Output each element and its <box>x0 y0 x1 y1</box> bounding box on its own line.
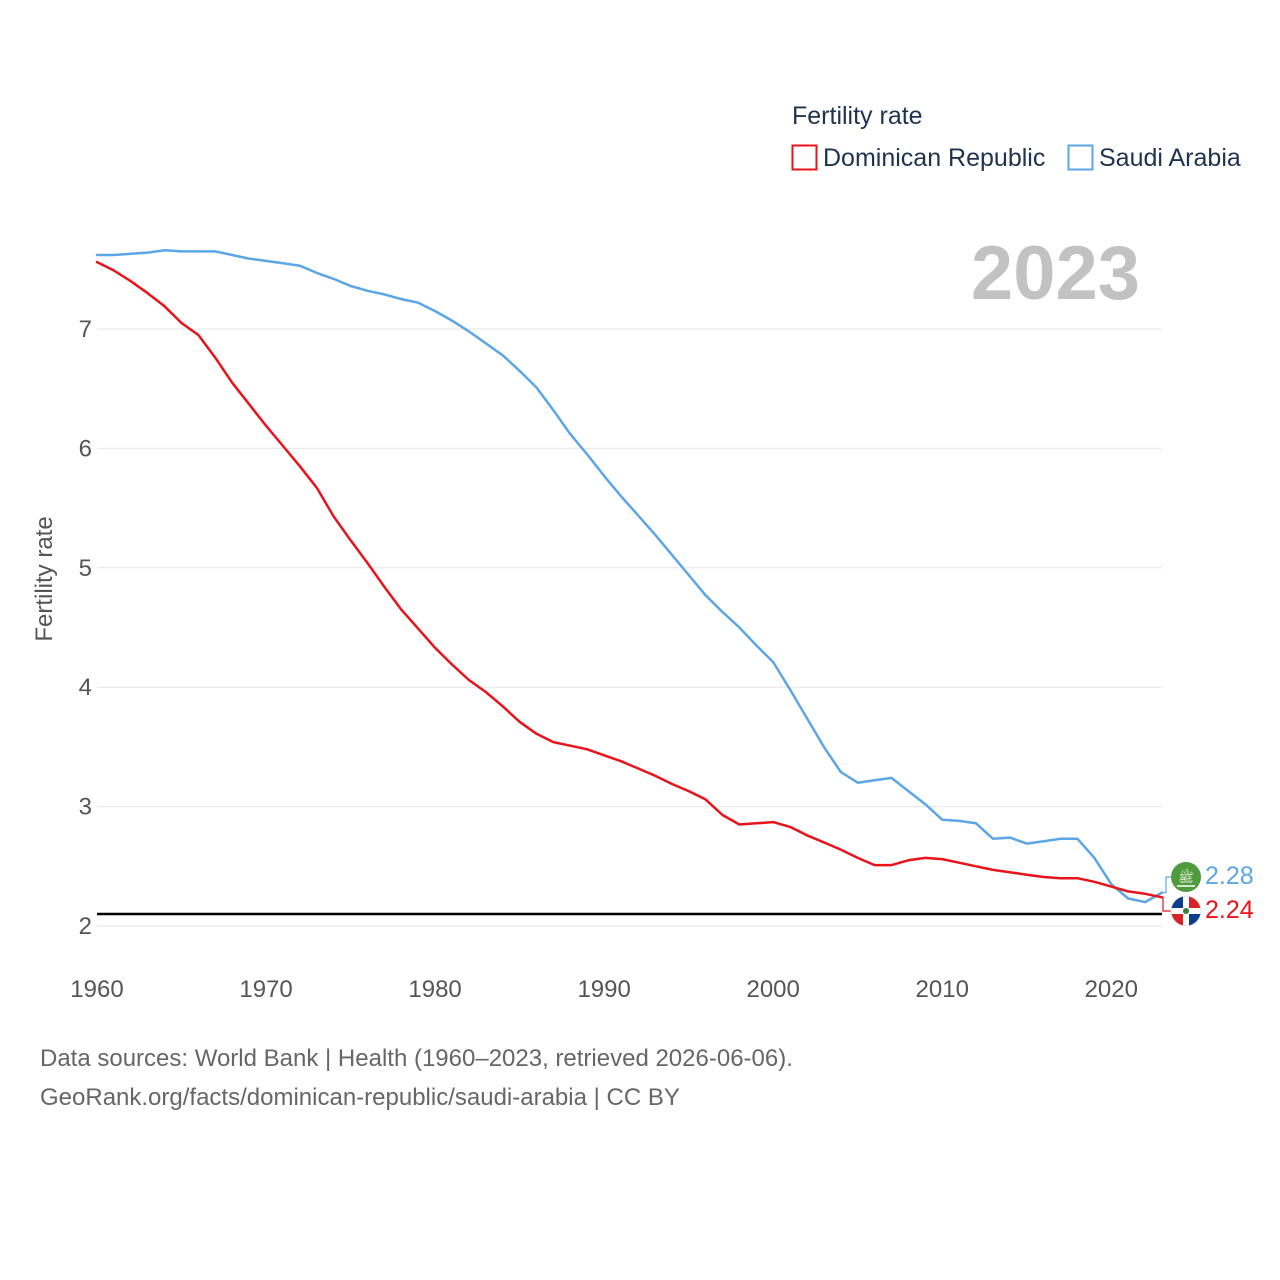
series-lines <box>95 248 1164 904</box>
legend-item-saudi-arabia[interactable]: Saudi Arabia <box>1067 144 1241 172</box>
y-tick-label: 2 <box>79 913 92 940</box>
legend-label-saudi-arabia: Saudi Arabia <box>1099 144 1241 172</box>
connector-dominican-republic <box>1162 896 1171 912</box>
x-tick-label: 1960 <box>70 976 123 1003</box>
year-label: 2023 <box>971 231 1140 316</box>
dominican-republic-flag-icon <box>1170 895 1202 927</box>
legend-swatch-saudi-arabia <box>1067 144 1094 171</box>
source-line-1: Data sources: World Bank | Health (1960–… <box>40 1045 793 1072</box>
legend-swatch-dominican-republic <box>791 144 818 171</box>
series-line-dominican-republic[interactable] <box>95 260 1164 899</box>
series-line-saudi-arabia[interactable] <box>95 248 1164 904</box>
x-tick-label: 1970 <box>239 976 292 1003</box>
legend-label-dominican-republic: Dominican Republic <box>823 144 1045 172</box>
y-tick-label: 7 <box>79 316 92 343</box>
y-tick-label: 3 <box>79 794 92 821</box>
legend-title: Fertility rate <box>792 102 923 130</box>
x-tick-label: 2000 <box>746 976 799 1003</box>
x-tick-label: 1990 <box>577 976 630 1003</box>
source-line-2: GeoRank.org/facts/dominican-republic/sau… <box>40 1084 680 1111</box>
connector-saudi-arabia <box>1162 876 1171 894</box>
y-axis-title: Fertility rate <box>31 516 58 641</box>
y-axis-ticks: 2 3 4 5 6 7 <box>79 316 92 940</box>
end-label-saudi-arabia: ﷺ 2.28 <box>1162 862 1254 894</box>
end-label-dominican-republic: 2.24 <box>1162 895 1254 927</box>
svg-text:ﷺ: ﷺ <box>1178 868 1194 886</box>
y-tick-label: 4 <box>79 674 92 701</box>
y-tick-label: 5 <box>79 555 92 582</box>
y-tick-label: 6 <box>79 435 92 462</box>
end-value-saudi-arabia: 2.28 <box>1205 862 1254 890</box>
saudi-arabia-flag-icon: ﷺ <box>1171 862 1201 892</box>
legend-item-dominican-republic[interactable]: Dominican Republic <box>791 144 1046 172</box>
gridlines <box>97 328 1162 927</box>
x-tick-label: 2020 <box>1085 976 1138 1003</box>
x-axis-ticks: 1960 1970 1980 1990 2000 2010 2020 <box>70 976 1138 1003</box>
end-value-dominican-republic: 2.24 <box>1205 896 1254 924</box>
x-tick-label: 1980 <box>408 976 461 1003</box>
x-tick-label: 2010 <box>916 976 969 1003</box>
